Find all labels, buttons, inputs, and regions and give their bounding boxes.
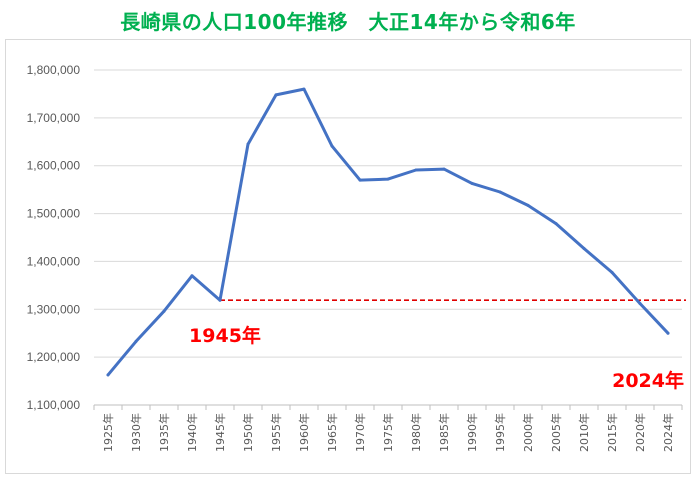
chart-border <box>5 39 691 474</box>
data-point <box>190 274 194 278</box>
y-tick-label: 1,400,000 <box>27 254 81 268</box>
data-point <box>162 309 166 313</box>
data-point <box>666 331 670 335</box>
x-tick-label: 1985年 <box>437 413 451 452</box>
data-point <box>386 177 390 181</box>
data-point <box>610 270 614 274</box>
y-tick-label: 1,200,000 <box>27 350 81 364</box>
x-tick-label: 2005年 <box>549 413 563 452</box>
data-point <box>414 168 418 172</box>
data-point <box>442 167 446 171</box>
y-tick-label: 1,800,000 <box>27 63 81 77</box>
annotation-2024: 2024年 <box>612 369 684 392</box>
annotation-1945: 1945年 <box>189 324 261 347</box>
x-tick-label: 2010年 <box>577 413 591 452</box>
data-point <box>330 144 334 148</box>
x-tick-label: 1925年 <box>101 413 115 452</box>
data-point <box>526 203 530 207</box>
chart-title: 長崎県の人口100年推移 大正14年から令和6年 <box>120 10 576 34</box>
data-point <box>134 339 138 343</box>
x-tick-label: 2015年 <box>605 413 619 452</box>
y-tick-label: 1,500,000 <box>27 207 81 221</box>
x-tick-label: 1940年 <box>185 413 199 452</box>
x-tick-label: 2020年 <box>633 413 647 452</box>
x-tick-label: 1955年 <box>269 413 283 452</box>
x-tick-label: 1980年 <box>409 413 423 452</box>
x-tick-label: 1990年 <box>465 413 479 452</box>
x-tick-label: 1965年 <box>325 413 339 452</box>
y-tick-label: 1,700,000 <box>27 111 81 125</box>
x-tick-label: 1930年 <box>129 413 143 452</box>
y-tick-label: 1,600,000 <box>27 159 81 173</box>
data-point <box>302 87 306 91</box>
data-point <box>638 302 642 306</box>
data-point <box>470 181 474 185</box>
y-tick-label: 1,300,000 <box>27 302 81 316</box>
x-tick-label: 1945年 <box>213 413 227 452</box>
data-point <box>358 178 362 182</box>
data-point <box>554 222 558 226</box>
x-tick-label: 2000年 <box>521 413 535 452</box>
x-tick-label: 1960年 <box>297 413 311 452</box>
data-point <box>274 93 278 97</box>
x-tick-label: 1995年 <box>493 413 507 452</box>
x-tick-label: 1950年 <box>241 413 255 452</box>
x-tick-label: 1970年 <box>353 413 367 452</box>
data-point <box>218 298 222 302</box>
data-point <box>246 142 250 146</box>
x-tick-label: 1935年 <box>157 413 171 452</box>
x-tick-label: 2024年 <box>661 413 675 452</box>
y-tick-label: 1,100,000 <box>27 398 81 412</box>
data-point <box>582 247 586 251</box>
data-point <box>498 190 502 194</box>
data-point <box>106 373 110 377</box>
x-tick-label: 1975年 <box>381 413 395 452</box>
